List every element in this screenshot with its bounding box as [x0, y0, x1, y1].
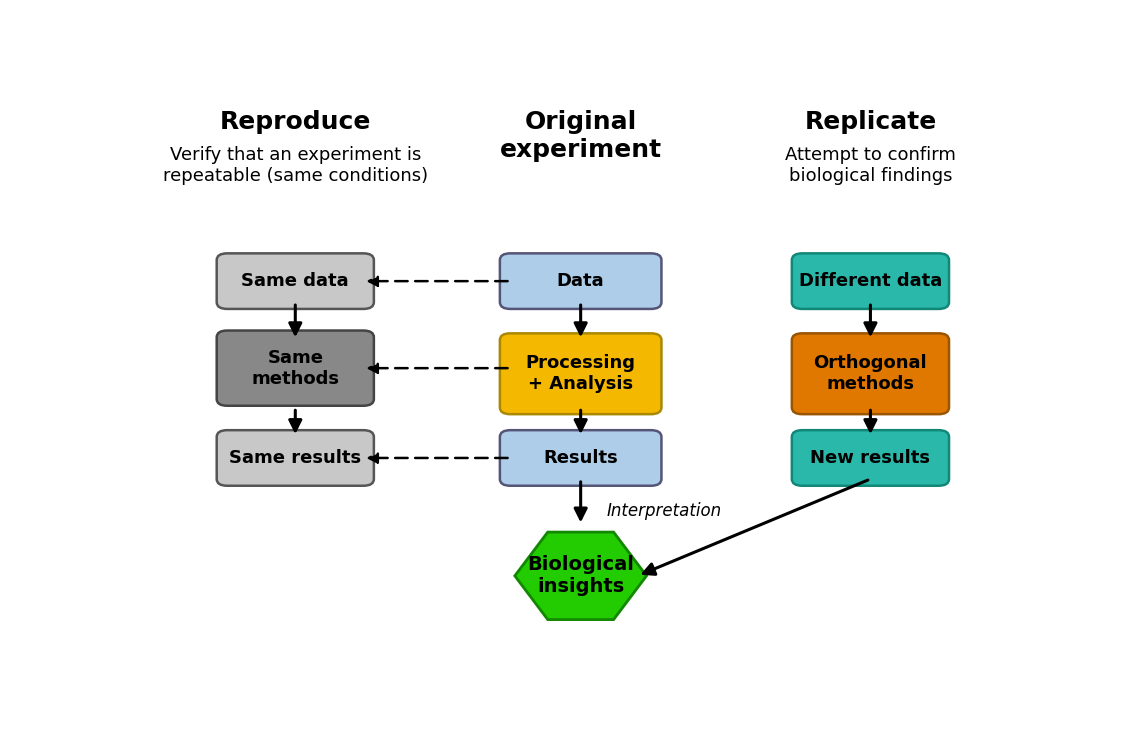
Text: Biological
insights: Biological insights [527, 555, 634, 596]
Text: Results: Results [544, 449, 617, 467]
FancyBboxPatch shape [216, 330, 374, 406]
Text: Original
experiment: Original experiment [500, 110, 662, 162]
Text: Same results: Same results [229, 449, 361, 467]
FancyBboxPatch shape [216, 254, 374, 309]
Text: Processing
+ Analysis: Processing + Analysis [526, 354, 636, 393]
FancyBboxPatch shape [792, 333, 949, 414]
FancyBboxPatch shape [216, 430, 374, 486]
Text: Verify that an experiment is
repeatable (same conditions): Verify that an experiment is repeatable … [163, 147, 428, 185]
Text: New results: New results [810, 449, 930, 467]
FancyBboxPatch shape [792, 430, 949, 486]
Text: Reproduce: Reproduce [220, 110, 370, 134]
Text: Data: Data [556, 272, 605, 290]
Text: Same data: Same data [241, 272, 349, 290]
Text: Same
methods: Same methods [252, 348, 339, 388]
FancyBboxPatch shape [500, 333, 662, 414]
Polygon shape [514, 532, 647, 620]
Text: Orthogonal
methods: Orthogonal methods [813, 354, 927, 393]
Text: Interpretation: Interpretation [607, 502, 722, 521]
FancyBboxPatch shape [500, 430, 662, 486]
Text: Replicate: Replicate [804, 110, 937, 134]
Text: Attempt to confirm
biological findings: Attempt to confirm biological findings [785, 147, 956, 185]
FancyBboxPatch shape [500, 254, 662, 309]
FancyBboxPatch shape [792, 254, 949, 309]
Text: Different data: Different data [799, 272, 942, 290]
